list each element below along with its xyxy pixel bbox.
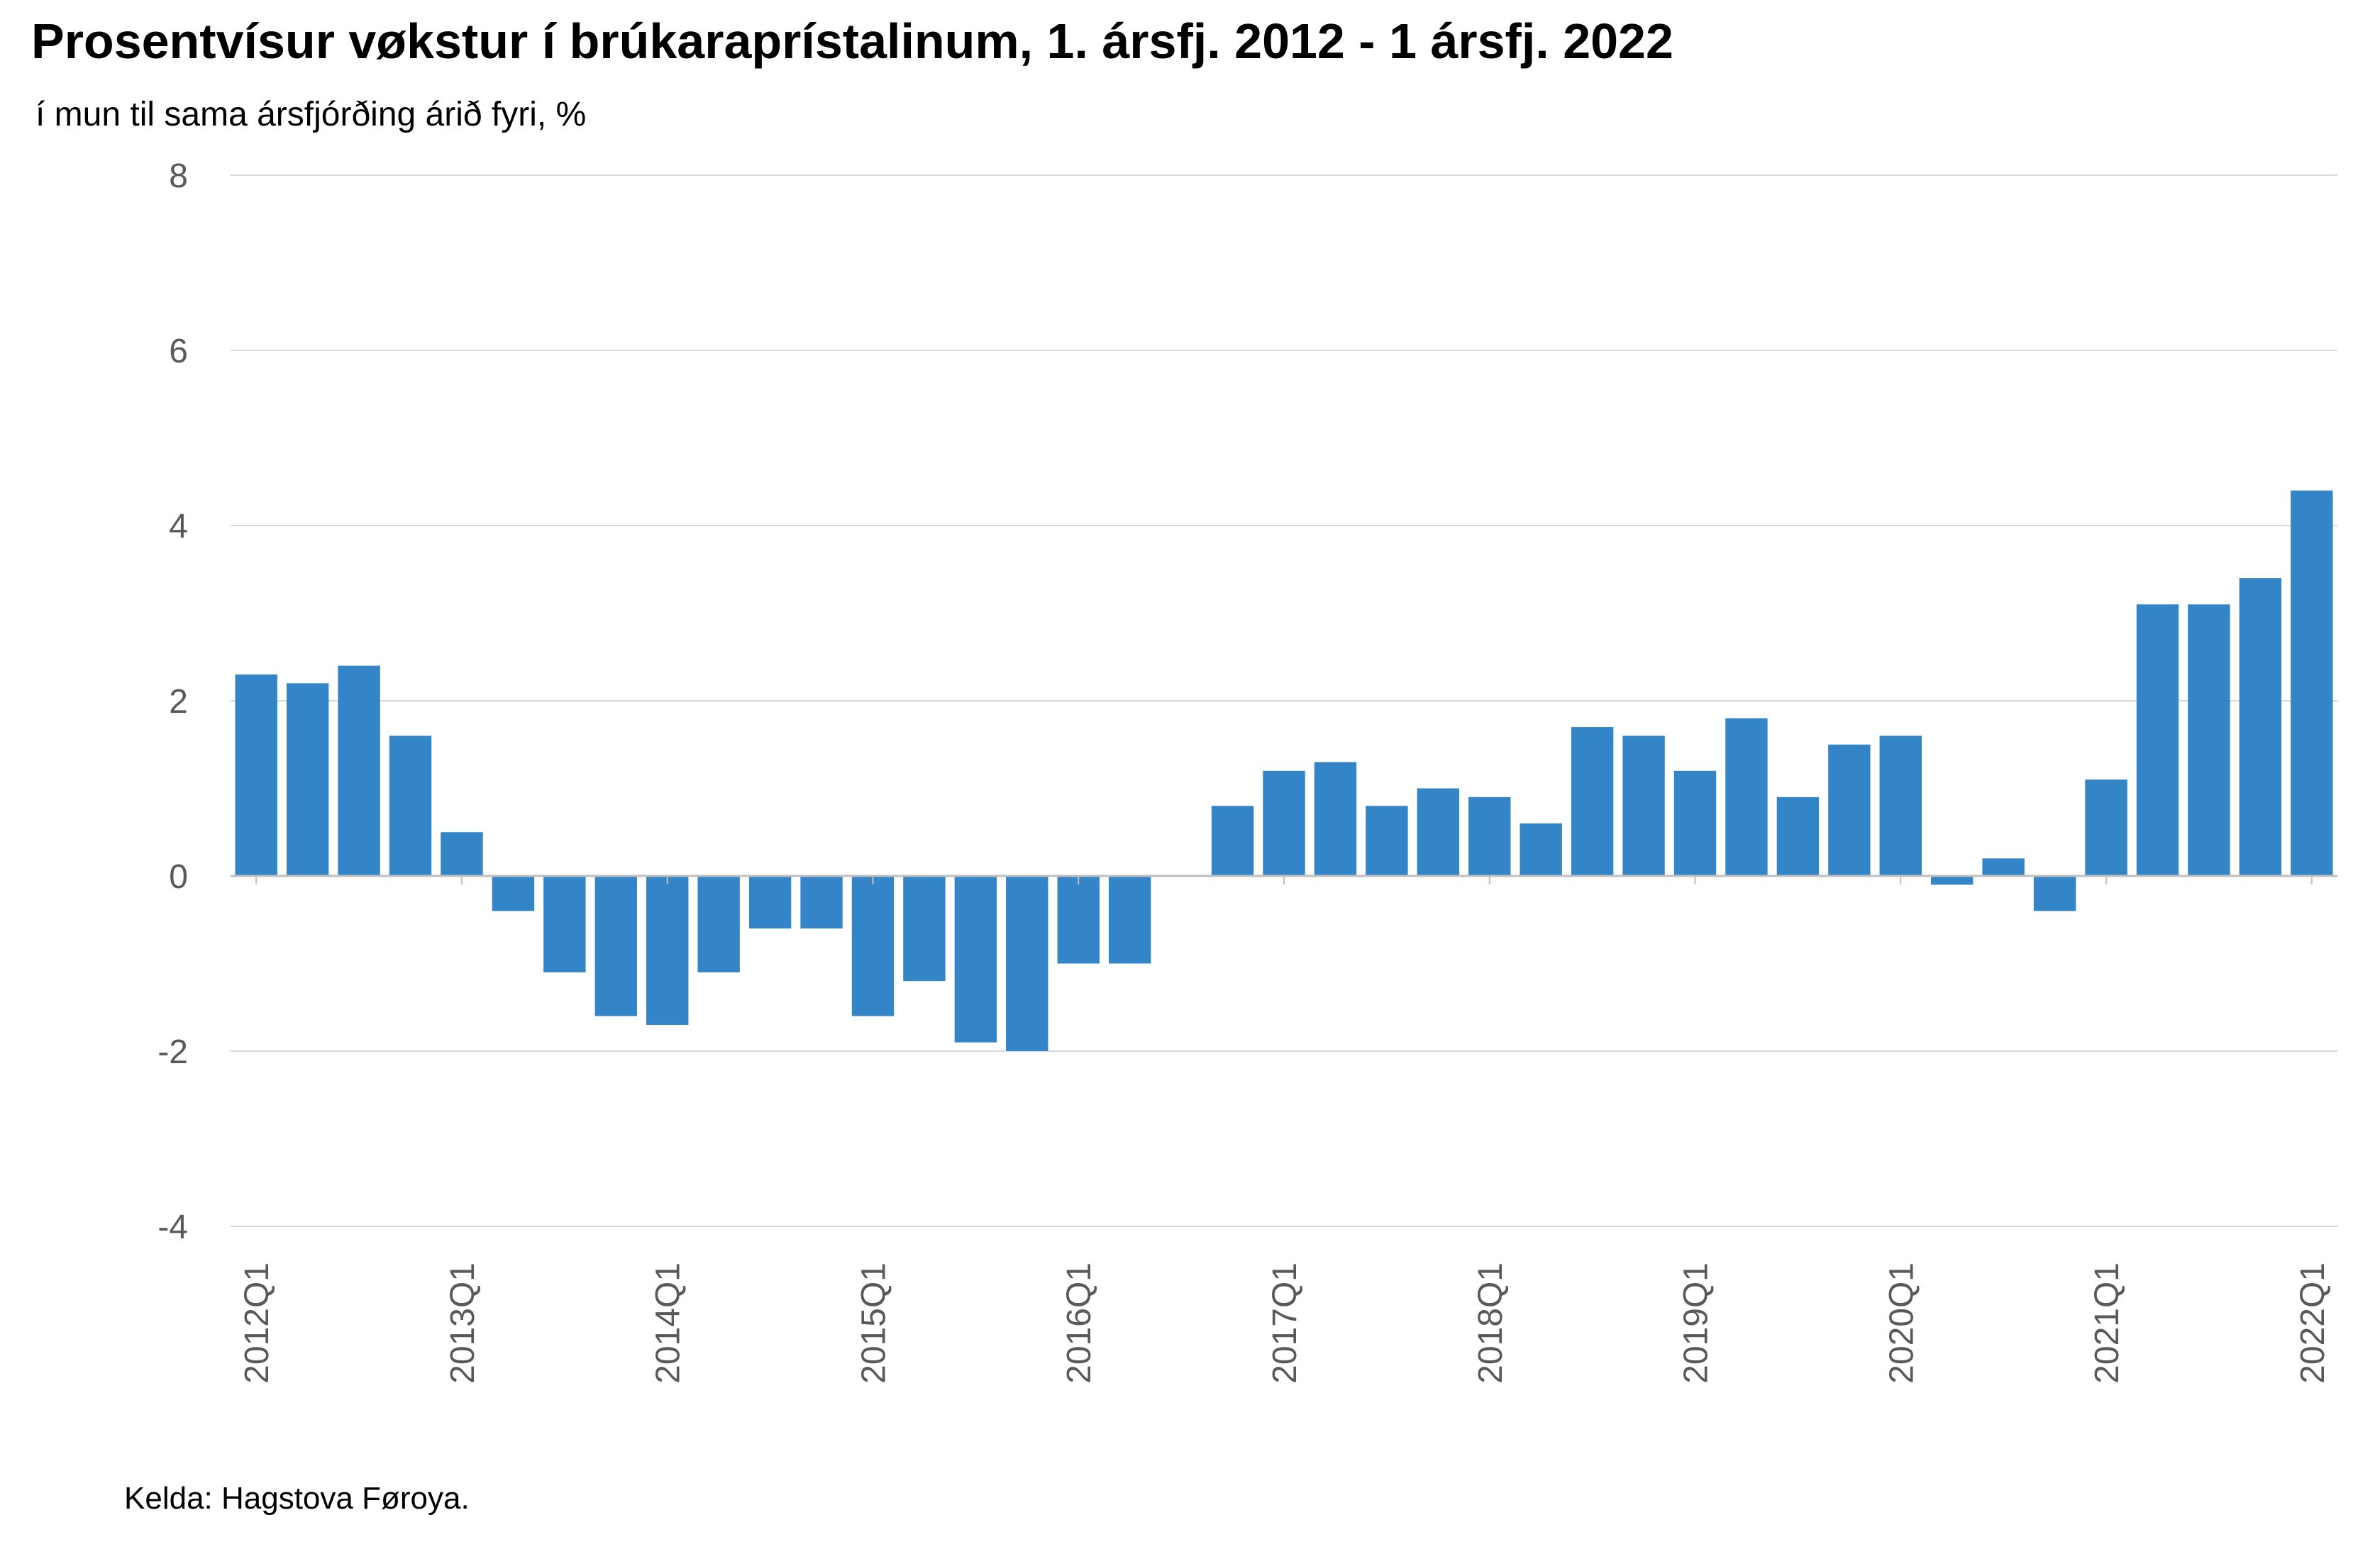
bar-2018Q3 bbox=[1571, 727, 1614, 876]
bar-2013Q2 bbox=[492, 876, 535, 911]
bar-2017Q4 bbox=[1417, 788, 1460, 876]
bar-2013Q3 bbox=[543, 876, 586, 972]
y-tick-label: 0 bbox=[169, 858, 188, 896]
y-tick-label: 6 bbox=[169, 333, 188, 370]
bar-2020Q4 bbox=[2033, 876, 2076, 911]
y-tick-label: -2 bbox=[157, 1033, 188, 1071]
x-tick-label: 2020Q1 bbox=[1883, 1262, 1920, 1384]
x-tick-label: 2012Q1 bbox=[238, 1262, 276, 1384]
bar-2012Q3 bbox=[338, 665, 380, 876]
bar-2021Q1 bbox=[2085, 779, 2127, 876]
bar-2021Q2 bbox=[2136, 604, 2179, 876]
bar-2012Q4 bbox=[389, 736, 432, 876]
x-tick-label: 2014Q1 bbox=[650, 1262, 687, 1384]
x-axis bbox=[231, 875, 2337, 884]
bar-2014Q1 bbox=[646, 876, 689, 1025]
bar-2015Q3 bbox=[954, 876, 997, 1043]
x-tick-label: 2019Q1 bbox=[1678, 1262, 1715, 1384]
chart-title: Prosentvísur vøkstur í brúkaraprístalinu… bbox=[31, 13, 1673, 69]
bar-2015Q1 bbox=[851, 876, 895, 1016]
bar-2016Q4 bbox=[1211, 806, 1254, 876]
x-tick-label: 2015Q1 bbox=[855, 1262, 892, 1384]
bar-2012Q2 bbox=[286, 683, 329, 876]
bar-2018Q1 bbox=[1468, 797, 1511, 876]
x-axis-ticks: 2012Q1 2013Q1 2014Q1 2015Q1 2016Q1 2017Q1 2018… bbox=[238, 1262, 2332, 1384]
bars bbox=[235, 490, 2333, 1051]
bar-2017Q1 bbox=[1263, 770, 1305, 876]
source-note: Kelda: Hagstova Føroya. bbox=[124, 1481, 470, 1516]
y-tick-label: 4 bbox=[169, 508, 188, 545]
gridlines bbox=[231, 174, 2337, 1227]
bar-2014Q3 bbox=[748, 876, 792, 929]
bar-2021Q4 bbox=[2239, 578, 2282, 876]
bar-2018Q2 bbox=[1520, 823, 1562, 876]
y-tick-label: 2 bbox=[169, 683, 188, 721]
bar-2019Q2 bbox=[1725, 718, 1768, 876]
bar-2019Q4 bbox=[1828, 744, 1871, 876]
bar-2017Q3 bbox=[1366, 806, 1408, 876]
bar-2012Q1 bbox=[235, 674, 277, 876]
bar-2014Q2 bbox=[697, 876, 740, 972]
x-tick-label: 2021Q1 bbox=[2088, 1262, 2126, 1384]
x-tick-label: 2016Q1 bbox=[1061, 1262, 1098, 1384]
bar-2020Q1 bbox=[1879, 736, 1922, 876]
bar-2019Q1 bbox=[1673, 770, 1717, 876]
bar-2021Q3 bbox=[2188, 604, 2230, 876]
x-tick-label: 2022Q1 bbox=[2294, 1262, 2332, 1384]
bar-2019Q3 bbox=[1776, 797, 1820, 876]
x-tick-label: 2018Q1 bbox=[1472, 1262, 1510, 1384]
y-axis-ticks: -4 -2 0 2 4 6 8 bbox=[157, 157, 188, 1246]
bar-2013Q1 bbox=[441, 832, 483, 876]
bar-2022Q1 bbox=[2291, 490, 2333, 876]
bar-2018Q4 bbox=[1622, 736, 1665, 876]
x-tick-label: 2013Q1 bbox=[444, 1262, 482, 1384]
bar-2016Q1 bbox=[1057, 876, 1100, 964]
bar-2020Q2 bbox=[1931, 876, 1974, 885]
bar-2016Q2 bbox=[1108, 876, 1151, 964]
x-tick-label: 2017Q1 bbox=[1266, 1262, 1304, 1384]
y-tick-label: 8 bbox=[169, 157, 188, 195]
bar-2017Q2 bbox=[1314, 762, 1357, 876]
bar-2013Q4 bbox=[594, 876, 637, 1016]
y-tick-label: -4 bbox=[157, 1209, 188, 1246]
chart-subtitle: í mun til sama ársfjórðing árið fyri, % bbox=[35, 96, 587, 133]
bar-2015Q4 bbox=[1006, 876, 1048, 1051]
bar-2014Q4 bbox=[800, 876, 843, 929]
bar-2015Q2 bbox=[903, 876, 946, 982]
bar-2020Q3 bbox=[1982, 858, 2025, 876]
